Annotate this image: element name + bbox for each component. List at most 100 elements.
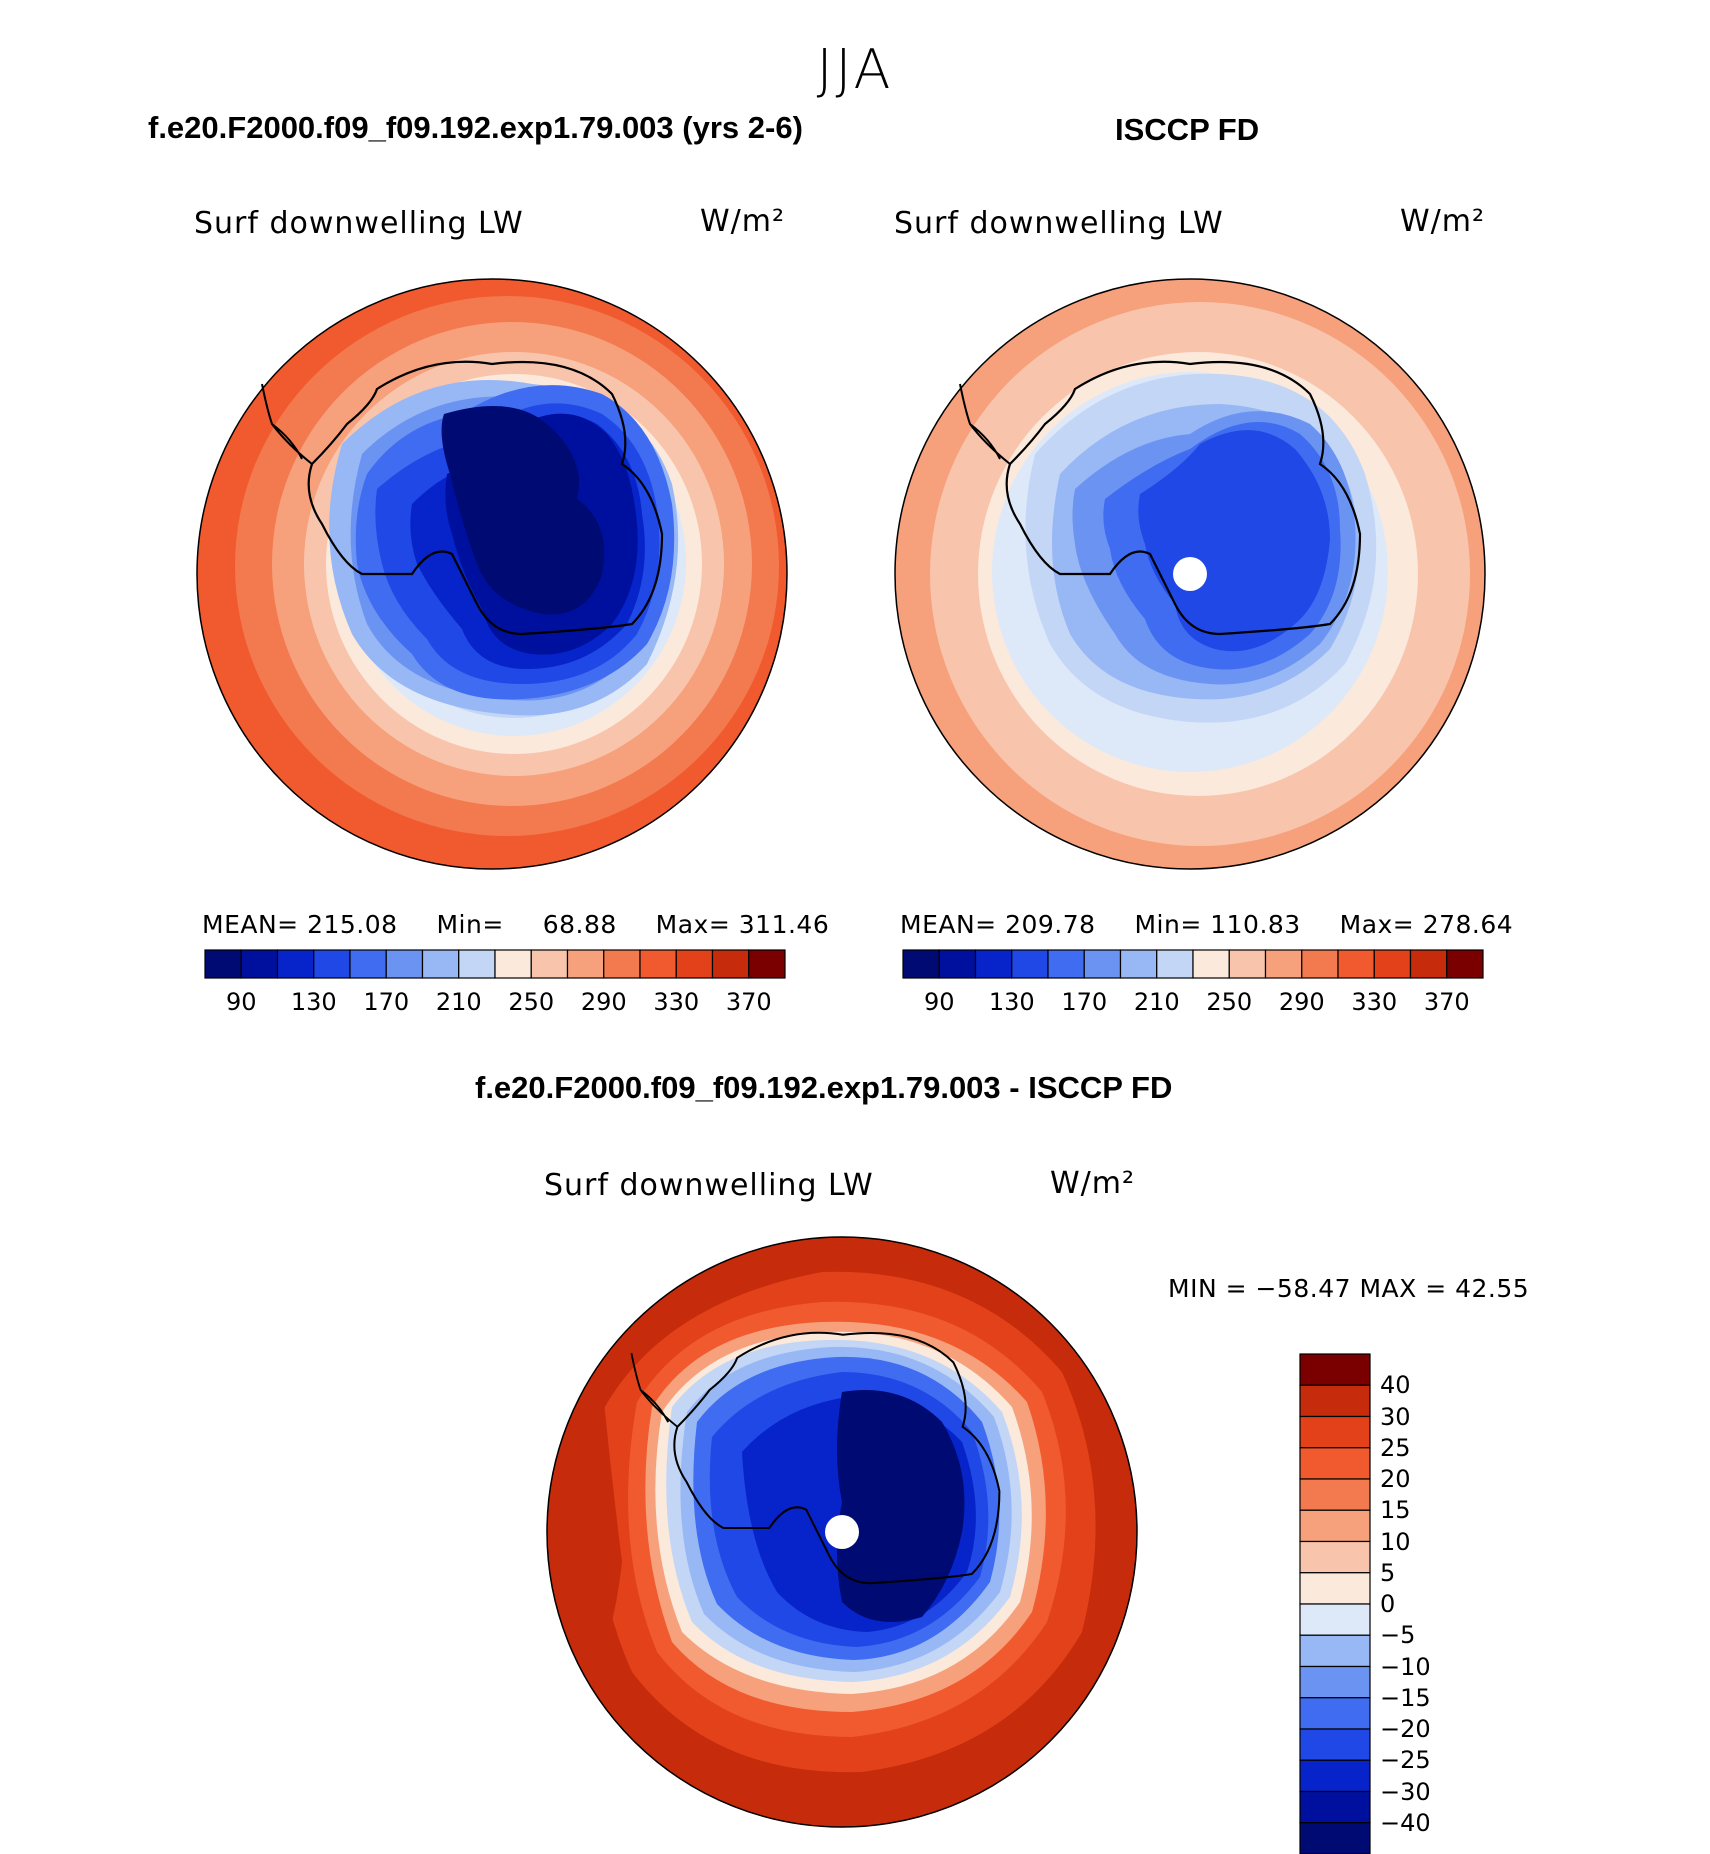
diff-colorbar-tick-label: −15 [1380, 1683, 1431, 1712]
obs-colorbar-swatch [938, 949, 977, 979]
model-colorbar-swatch [530, 949, 569, 979]
obs-colorbar-swatch [1011, 949, 1049, 979]
obs-colorbar-swatch [1337, 949, 1375, 979]
model-colorbar [204, 949, 786, 979]
obs-colorbar-tick-label: 250 [1206, 988, 1253, 1016]
obs-colorbar-swatch [1083, 949, 1122, 979]
model-colorbar-swatch [711, 949, 750, 979]
diff-colorbar-tick-label: 20 [1380, 1465, 1411, 1493]
model-colorbar-tick-label: 210 [435, 988, 482, 1016]
diff-colorbar-tick-label: −5 [1380, 1621, 1416, 1650]
obs-min-label: Min= [1134, 910, 1202, 939]
diff-units-label: W/m² [1050, 1166, 1136, 1201]
obs-colorbar-tick-label: 130 [988, 988, 1035, 1016]
model-colorbar-swatch [204, 949, 242, 979]
diff-colorbar-swatch [1299, 1603, 1371, 1636]
model-colorbar-swatch [603, 949, 641, 979]
model-colorbar-tick-label: 290 [580, 988, 627, 1016]
obs-colorbar-ticks: 90 130 170 210 250 290 330 370 [903, 988, 1483, 1018]
model-max-value: 311.46 [738, 910, 830, 939]
model-min-value: 68.88 [542, 910, 617, 939]
diff-colorbar-swatch [1299, 1697, 1371, 1730]
model-min-label: Min= [436, 910, 504, 939]
diff-colorbar-swatch [1299, 1634, 1371, 1668]
model-polar-map [196, 278, 788, 870]
obs-colorbar-tick-label: 90 [923, 988, 955, 1016]
model-colorbar-tick-label: 170 [363, 988, 410, 1016]
diff-colorbar-swatch [1299, 1447, 1371, 1480]
model-colorbar-swatch [566, 949, 605, 979]
obs-colorbar-tick-label: 330 [1351, 988, 1398, 1016]
obs-colorbar-tick-label: 210 [1133, 988, 1180, 1016]
model-mean-label: MEAN= [202, 910, 299, 939]
diff-minmax: MIN = −58.47 MAX = 42.55 [1168, 1274, 1530, 1303]
diff-colorbar-tick-label: 10 [1380, 1527, 1411, 1556]
obs-colorbar-swatch [1373, 949, 1412, 979]
obs-colorbar-swatch [1446, 949, 1484, 979]
obs-max-value: 278.64 [1422, 910, 1514, 939]
model-colorbar-swatch [639, 949, 677, 979]
model-colorbar-swatch [240, 949, 279, 979]
obs-colorbar-tick-label: 290 [1278, 988, 1325, 1016]
obs-colorbar-swatch [1192, 949, 1230, 979]
diff-colorbar-swatch [1299, 1353, 1371, 1386]
diff-case-title: f.e20.F2000.f09_f09.192.exp1.79.003 - IS… [475, 1070, 1173, 1105]
diff-colorbar-ticks: 40 30 25 20 15 10 5 0 −5 −10 −15 −20 −25 −30 −40 [1380, 1354, 1460, 1854]
obs-colorbar-tick-label: 170 [1061, 988, 1108, 1016]
obs-case-title: ISCCP FD [1115, 112, 1260, 147]
obs-colorbar-swatch [1409, 949, 1448, 979]
diff-colorbar-tick-label: 15 [1380, 1496, 1411, 1525]
diff-colorbar-swatch [1299, 1478, 1371, 1511]
diff-colorbar-swatch [1299, 1665, 1371, 1699]
obs-colorbar-swatch [974, 949, 1013, 979]
diff-colorbar-tick-label: −25 [1380, 1746, 1431, 1775]
diff-colorbar [1299, 1353, 1371, 1854]
model-colorbar-swatch [458, 949, 496, 979]
model-colorbar-tick-label: 370 [725, 988, 772, 1016]
diff-colorbar-tick-label: −30 [1380, 1777, 1431, 1806]
diff-colorbar-tick-label: 5 [1380, 1558, 1396, 1587]
obs-polar-map [894, 278, 1486, 870]
diff-colorbar-tick-label: 40 [1380, 1371, 1411, 1400]
diff-colorbar-swatch [1299, 1509, 1371, 1543]
diff-colorbar-tick-label: 0 [1380, 1590, 1396, 1618]
obs-mean-value: 209.78 [1005, 910, 1096, 939]
model-colorbar-swatch [494, 949, 532, 979]
model-variable-label: Surf downwelling LW [194, 206, 524, 241]
season-title: JJA [816, 38, 894, 101]
model-max-label: Max= [655, 910, 731, 939]
diff-colorbar-swatch [1299, 1759, 1371, 1793]
diff-colorbar-tick-label: 30 [1380, 1402, 1411, 1431]
model-colorbar-tick-label: 130 [290, 988, 337, 1016]
obs-stats: MEAN= 209.78 Min= 110.83 Max= 278.64 [900, 910, 1513, 939]
diff-colorbar-swatch [1299, 1822, 1371, 1854]
obs-colorbar-swatch [1264, 949, 1303, 979]
diff-colorbar-tick-label: −20 [1380, 1715, 1431, 1743]
obs-colorbar-tick-label: 370 [1423, 988, 1470, 1016]
obs-colorbar-swatch [1301, 949, 1339, 979]
obs-colorbar-swatch [1156, 949, 1194, 979]
model-colorbar-swatch [675, 949, 714, 979]
obs-min-value: 110.83 [1210, 910, 1301, 939]
model-units-label: W/m² [700, 204, 786, 239]
obs-max-label: Max= [1339, 910, 1415, 939]
model-case-title: f.e20.F2000.f09_f09.192.exp1.79.003 (yrs… [148, 110, 803, 145]
obs-colorbar-swatch [1119, 949, 1158, 979]
model-colorbar-tick-label: 250 [508, 988, 555, 1016]
obs-variable-label: Surf downwelling LW [894, 206, 1224, 241]
diff-colorbar-swatch [1299, 1415, 1371, 1449]
diff-polar-map [546, 1236, 1138, 1828]
model-stats: MEAN= 215.08 Min= 68.88 Max= 311.46 [202, 910, 829, 939]
obs-colorbar-swatch [1228, 949, 1267, 979]
diff-colorbar-tick-label: −40 [1380, 1808, 1431, 1837]
model-colorbar-swatch [385, 949, 424, 979]
model-colorbar-tick-label: 90 [225, 988, 257, 1016]
diff-colorbar-swatch [1299, 1384, 1371, 1418]
diff-colorbar-tick-label: 25 [1380, 1433, 1411, 1462]
obs-colorbar-swatch [1047, 949, 1085, 979]
obs-colorbar-swatch [902, 949, 940, 979]
obs-units-label: W/m² [1400, 204, 1486, 239]
diff-colorbar-swatch [1299, 1572, 1371, 1605]
model-colorbar-swatch [748, 949, 786, 979]
model-colorbar-swatch [313, 949, 351, 979]
